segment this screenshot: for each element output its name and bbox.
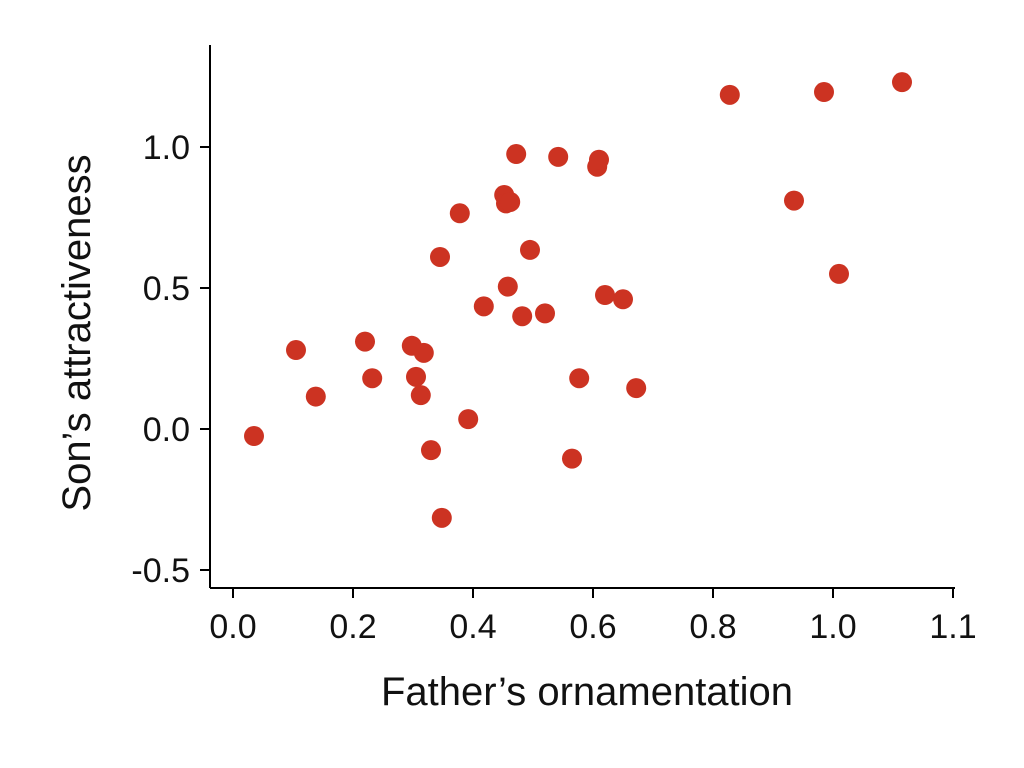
data-point (535, 303, 555, 324)
data-point (458, 409, 479, 430)
data-point (589, 149, 609, 170)
data-point (613, 289, 633, 310)
data-point (410, 385, 431, 406)
x-tick-label: 1.1 (929, 608, 976, 646)
data-point (430, 246, 450, 267)
data-point (244, 426, 264, 447)
data-point (421, 440, 441, 461)
y-tick-label: 1.0 (143, 129, 190, 167)
x-tick-label: 1.0 (809, 608, 856, 646)
data-point (892, 72, 912, 93)
y-tick-label: 0.5 (143, 270, 190, 308)
data-point (562, 448, 582, 469)
data-point (520, 239, 540, 260)
y-axis-title: Son’s attractiveness (55, 154, 99, 511)
data-point (406, 366, 426, 387)
x-tick-label: 0.0 (209, 608, 256, 646)
data-point (829, 263, 849, 284)
y-tick-label: -0.5 (131, 552, 190, 590)
data-point (500, 191, 521, 212)
data-point (512, 306, 533, 327)
data-point (506, 144, 527, 165)
data-point (473, 296, 494, 317)
x-ticks: 0.0 0.2 0.4 0.6 0.8 1.0 1.1 (209, 588, 977, 646)
data-point (784, 190, 804, 211)
data-point (362, 368, 383, 389)
data-point (449, 203, 470, 224)
axes (209, 45, 955, 589)
x-tick-label: 0.6 (569, 608, 616, 646)
data-point (595, 285, 615, 306)
y-ticks: -0.5 0.0 0.5 1.0 (131, 129, 210, 590)
data-point (305, 386, 326, 407)
x-tick-label: 0.4 (449, 608, 496, 646)
data-points (244, 72, 912, 528)
x-axis-title: Father’s ornamentation (381, 670, 793, 714)
data-point (431, 507, 452, 528)
data-point (497, 276, 518, 297)
data-point (286, 340, 306, 361)
data-point (548, 146, 569, 167)
y-tick-label: 0.0 (143, 411, 190, 449)
data-point (814, 82, 834, 103)
data-point (719, 84, 740, 105)
data-point (413, 342, 434, 363)
data-point (626, 378, 647, 399)
data-point (355, 331, 375, 352)
data-point (569, 368, 590, 389)
x-tick-label: 0.8 (689, 608, 736, 646)
x-tick-label: 0.2 (329, 608, 376, 646)
